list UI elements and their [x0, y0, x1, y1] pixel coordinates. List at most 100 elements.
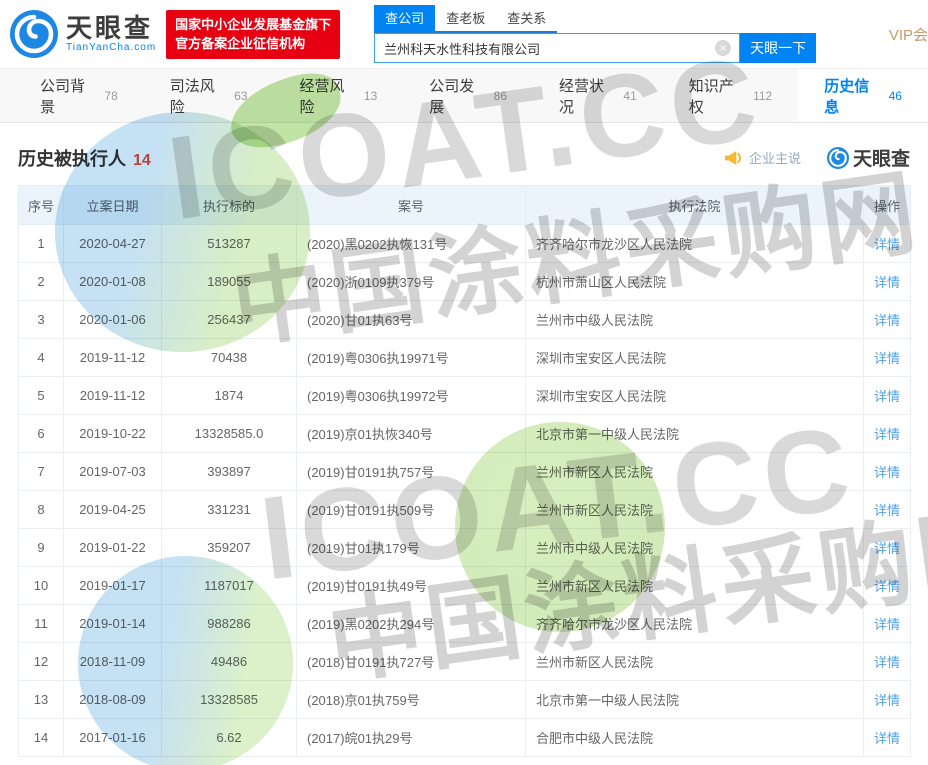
cell-filing-date: 2019-01-22 [63, 528, 162, 567]
detail-link[interactable]: 详情 [873, 731, 900, 746]
col-header-action: 操作 [863, 185, 911, 225]
tab-company-development[interactable]: 公司发展 86 [429, 77, 507, 116]
cell-filing-date: 2019-07-03 [63, 452, 162, 491]
company-voice-link[interactable]: 企业主说 [724, 148, 801, 167]
cell-index: 9 [18, 528, 64, 567]
cell-case-number: (2019)甘0191执49号 [296, 566, 526, 605]
section-title: 历史被执行人 [18, 148, 126, 169]
top-header: 天眼查 TianYanCha.com 国家中小企业发展基金旗下 官方备案企业征信… [0, 0, 928, 68]
table-row: 11 2019-01-14 988286 (2019)黑0202执294号 齐齐… [18, 604, 911, 643]
table-row: 2 2020-01-08 189055 (2020)浙0109执379号 杭州市… [18, 262, 911, 301]
table-row: 13 2018-08-09 13328585 (2018)京01执759号 北京… [18, 680, 911, 719]
tab-history-info[interactable]: 历史信息 46 [798, 69, 928, 122]
badge-line1: 国家中小企业发展基金旗下 [175, 16, 332, 32]
detail-link[interactable]: 详情 [873, 465, 900, 480]
detail-link[interactable]: 详情 [873, 351, 900, 366]
detail-link[interactable]: 详情 [873, 275, 900, 290]
col-header-case-number: 案号 [296, 185, 526, 225]
section-title-wrap: 历史被执行人 14 [18, 145, 151, 171]
detail-link[interactable]: 详情 [873, 693, 900, 708]
detail-link[interactable]: 详情 [873, 427, 900, 442]
cell-court: 深圳市宝安区人民法院 [525, 376, 864, 415]
search-row: × 天眼一下 [374, 33, 826, 63]
cell-index: 5 [18, 376, 64, 415]
cell-court: 北京市第一中级人民法院 [525, 414, 864, 453]
cell-court: 齐齐哈尔市龙沙区人民法院 [525, 604, 864, 643]
cell-index: 7 [18, 452, 64, 491]
cell-case-number: (2020)甘01执63号 [296, 300, 526, 339]
detail-link[interactable]: 详情 [873, 389, 900, 404]
cell-action: 详情 [863, 338, 911, 377]
cell-action: 详情 [863, 224, 911, 263]
cell-target-amount: 49486 [161, 642, 297, 681]
cell-target-amount: 1874 [161, 376, 297, 415]
table-row: 5 2019-11-12 1874 (2019)粤0306执19972号 深圳市… [18, 376, 911, 415]
table-row: 6 2019-10-22 13328585.0 (2019)京01执恢340号 … [18, 414, 911, 453]
cell-target-amount: 331231 [161, 490, 297, 529]
cell-court: 兰州市新区人民法院 [525, 642, 864, 681]
cell-filing-date: 2018-08-09 [63, 680, 162, 719]
tab-intellectual-property[interactable]: 知识产权 112 [688, 77, 773, 116]
cell-index: 11 [18, 604, 64, 643]
search-button[interactable]: 天眼一下 [740, 33, 817, 63]
clear-icon[interactable]: × [715, 40, 732, 56]
badge-line2: 官方备案企业征信机构 [175, 36, 306, 51]
brand-logo-text: 天眼查 [852, 149, 910, 170]
cell-target-amount: 256437 [161, 300, 297, 339]
detail-link[interactable]: 详情 [873, 313, 900, 328]
cell-court: 兰州市新区人民法院 [525, 490, 864, 529]
cell-action: 详情 [863, 718, 911, 757]
cell-index: 12 [18, 642, 64, 681]
cell-target-amount: 988286 [161, 604, 297, 643]
cell-case-number: (2018)甘0191执727号 [296, 642, 526, 681]
cell-case-number: (2019)黑0202执294号 [296, 604, 526, 643]
cell-action: 详情 [863, 414, 911, 453]
logo-title: 天眼查 [66, 12, 154, 43]
search-block: 查公司 查老板 查关系 × 天眼一下 [374, 5, 826, 63]
tab-judicial-risk[interactable]: 司法风险 63 [169, 77, 248, 116]
search-tabs: 查公司 查老板 查关系 [374, 5, 558, 33]
cell-filing-date: 2020-01-08 [63, 262, 162, 301]
cell-filing-date: 2019-11-12 [63, 376, 162, 415]
cell-court: 深圳市宝安区人民法院 [525, 338, 864, 377]
tab-company-background[interactable]: 公司背景 78 [40, 77, 118, 116]
cell-target-amount: 13328585 [161, 680, 297, 719]
detail-link[interactable]: 详情 [873, 617, 900, 632]
table-row: 4 2019-11-12 70438 (2019)粤0306执19971号 深圳… [18, 338, 911, 377]
cell-case-number: (2020)浙0109执379号 [296, 262, 526, 301]
cell-case-number: (2019)粤0306执19971号 [296, 338, 526, 377]
cell-target-amount: 70438 [161, 338, 297, 377]
tab-operating-risk[interactable]: 经营风险 13 [299, 77, 378, 116]
tab-operating-status[interactable]: 经营状况 41 [559, 77, 637, 116]
cell-index: 1 [18, 224, 64, 263]
detail-link[interactable]: 详情 [873, 503, 900, 518]
detail-link[interactable]: 详情 [873, 579, 900, 594]
tianyancha-eye-icon [10, 10, 58, 58]
search-input[interactable] [375, 34, 740, 62]
table-header-row: 序号 立案日期 执行标的 案号 执行法院 操作 [18, 185, 911, 225]
cell-filing-date: 2019-01-14 [63, 604, 162, 643]
table-row: 7 2019-07-03 393897 (2019)甘0191执757号 兰州市… [18, 452, 911, 491]
detail-link[interactable]: 详情 [873, 541, 900, 556]
vip-link[interactable]: VIP会 [888, 26, 928, 44]
search-tab-company[interactable]: 查公司 [374, 5, 436, 31]
cell-court: 北京市第一中级人民法院 [525, 680, 864, 719]
cell-case-number: (2019)粤0306执19972号 [296, 376, 526, 415]
tianyancha-logo[interactable]: 天眼查 TianYanCha.com [10, 10, 156, 58]
table-row: 3 2020-01-06 256437 (2020)甘01执63号 兰州市中级人… [18, 300, 911, 339]
detail-link[interactable]: 详情 [873, 237, 900, 252]
cell-court: 兰州市新区人民法院 [525, 566, 864, 605]
search-tab-relation[interactable]: 查关系 [507, 11, 547, 26]
detail-link[interactable]: 详情 [873, 655, 900, 670]
cell-filing-date: 2020-01-06 [63, 300, 162, 339]
cell-index: 3 [18, 300, 64, 339]
cell-court: 兰州市中级人民法院 [525, 528, 864, 567]
table-row: 14 2017-01-16 6.62 (2017)皖01执29号 合肥市中级人民… [18, 718, 911, 757]
cell-action: 详情 [863, 680, 911, 719]
cell-target-amount: 13328585.0 [161, 414, 297, 453]
col-header-court: 执行法院 [525, 185, 864, 225]
cell-index: 10 [18, 566, 64, 605]
search-tab-boss[interactable]: 查老板 [446, 11, 486, 26]
cell-target-amount: 189055 [161, 262, 297, 301]
